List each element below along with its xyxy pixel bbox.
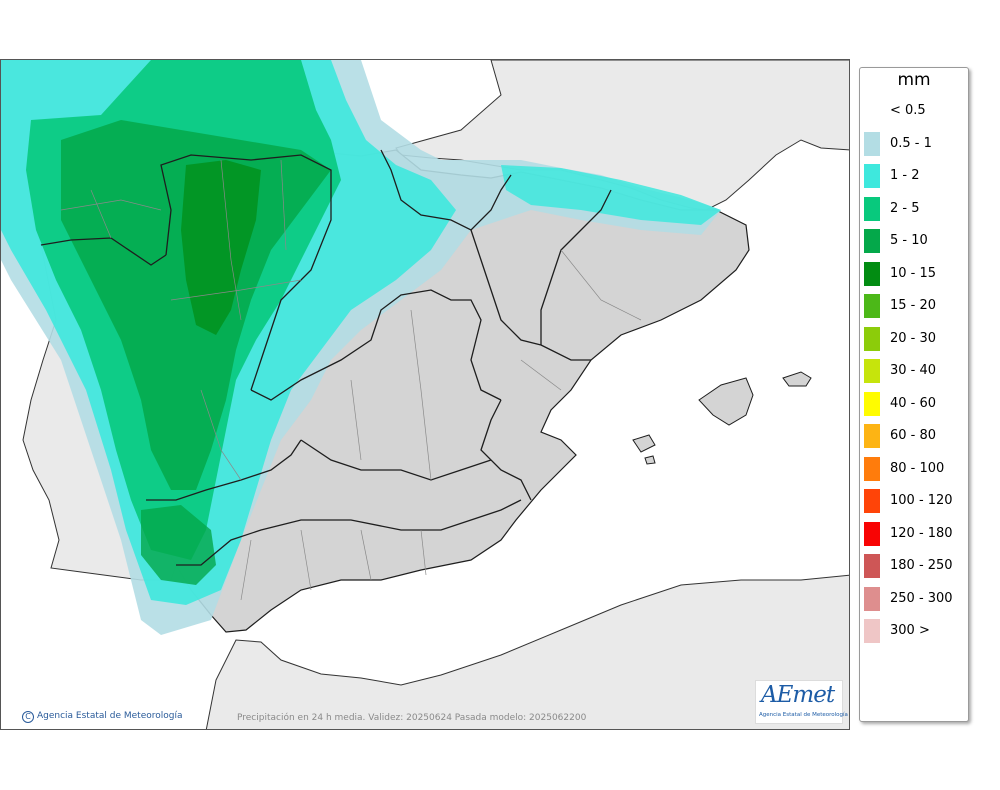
ibiza-island — [632, 434, 656, 453]
copyright-icon: C — [22, 711, 34, 723]
legend-item: 80 - 100 — [864, 456, 968, 481]
legend-item: 20 - 30 — [864, 326, 968, 351]
legend-swatch — [864, 554, 880, 578]
precipitation-legend: mm < 0.5 0.5 - 1 1 - 2 2 - 5 5 - 10 10 - 15 15… — [859, 67, 969, 722]
legend-item: 2 - 5 — [864, 196, 968, 221]
legend-swatch — [864, 359, 880, 383]
legend-swatch — [864, 489, 880, 513]
legend-swatch — [864, 391, 880, 416]
legend-item: 10 - 15 — [864, 261, 968, 286]
legend-item: 60 - 80 — [864, 424, 968, 448]
legend-swatch — [864, 619, 880, 643]
aemet-logo: AEmet Agencia Estatal de Meteorología — [755, 680, 848, 724]
africa-land — [205, 574, 849, 729]
legend-label: 120 - 180 — [890, 525, 953, 541]
legend-swatch — [864, 261, 880, 286]
legend-label: 40 - 60 — [890, 395, 937, 411]
legend-swatch — [864, 586, 880, 611]
legend-label: 2 - 5 — [890, 200, 920, 216]
legend-swatch — [864, 521, 880, 546]
map-caption: Precipitación en 24 h media. Validez: 20… — [237, 713, 587, 723]
legend-label: 5 - 10 — [890, 233, 928, 248]
region-borders — [40, 149, 612, 566]
legend-swatch — [864, 99, 880, 123]
legend-label: 30 - 40 — [890, 363, 937, 378]
copyright-note: C Agencia Estatal de Meteorología — [22, 711, 183, 723]
menorca-island — [782, 371, 812, 387]
legend-item: 250 - 300 — [864, 586, 968, 611]
legend-label: 300 > — [890, 623, 930, 638]
legend-swatch — [864, 456, 880, 481]
legend-label: 1 - 2 — [890, 168, 920, 183]
legend-item: 40 - 60 — [864, 391, 968, 416]
mallorca-island — [698, 377, 754, 426]
legend-label: 180 - 250 — [890, 558, 953, 573]
precip-area-north-coast — [501, 165, 721, 225]
legend-swatch — [864, 164, 880, 188]
legend-item: 5 - 10 — [864, 229, 968, 253]
legend-swatch — [864, 424, 880, 448]
legend-item: 300 > — [864, 619, 968, 643]
legend-label: 20 - 30 — [890, 330, 937, 346]
legend-label: 10 - 15 — [890, 265, 937, 281]
province-borders — [60, 159, 642, 601]
legend-swatch — [864, 294, 880, 318]
legend-item: < 0.5 — [864, 99, 968, 123]
legend-unit: mm — [897, 70, 931, 90]
legend-item: 30 - 40 — [864, 359, 968, 383]
legend-item: 120 - 180 — [864, 521, 968, 546]
copyright-text: Agencia Estatal de Meteorología — [37, 711, 183, 721]
legend-swatch — [864, 131, 880, 156]
legend-item: 180 - 250 — [864, 554, 968, 578]
map-canvas — [1, 60, 849, 729]
legend-label: 0.5 - 1 — [890, 135, 932, 151]
legend-label: < 0.5 — [890, 103, 926, 118]
precip-area-10-15 — [181, 160, 261, 335]
legend-item: 100 - 120 — [864, 489, 968, 513]
legend-label: 15 - 20 — [890, 298, 937, 313]
logo-subtitle: Agencia Estatal de Meteorología — [759, 712, 848, 718]
legend-item: 0.5 - 1 — [864, 131, 968, 156]
legend-swatch — [864, 229, 880, 253]
legend-swatch — [864, 326, 880, 351]
legend-label: 80 - 100 — [890, 460, 945, 476]
legend-swatch — [864, 196, 880, 221]
logo-word: AEmet — [761, 682, 835, 708]
formentera-island — [644, 455, 656, 465]
legend-item: 15 - 20 — [864, 294, 968, 318]
legend-label: 100 - 120 — [890, 493, 953, 508]
legend-label: 60 - 80 — [890, 428, 937, 443]
legend-item: 1 - 2 — [864, 164, 968, 188]
precipitation-map — [0, 59, 850, 730]
legend-label: 250 - 300 — [890, 590, 953, 606]
